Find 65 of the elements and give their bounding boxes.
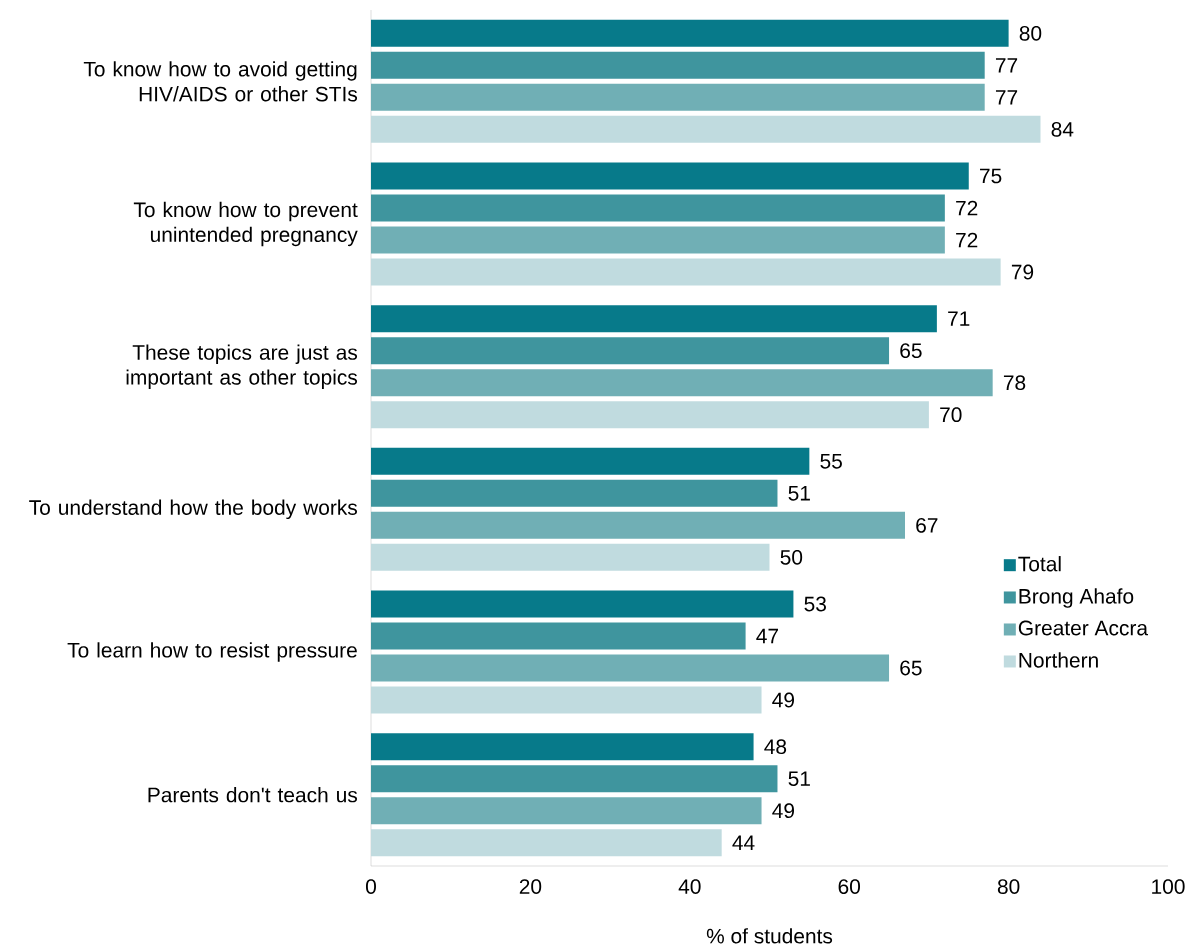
legend-label: Northern — [1019, 652, 1098, 668]
y-tick-label: To understand how the body works — [29, 499, 357, 520]
bar — [371, 829, 722, 857]
data-label: 77 — [995, 90, 1018, 105]
bar — [371, 194, 945, 222]
data-label: 80 — [1019, 25, 1042, 41]
data-label: 51 — [788, 486, 810, 501]
data-label: 70 — [940, 407, 962, 423]
x-tick-label: 80 — [997, 879, 1020, 894]
bar — [371, 543, 770, 571]
bar — [371, 369, 993, 397]
x-tick-label: 0 — [365, 879, 376, 894]
bar — [371, 686, 762, 714]
data-label: 48 — [764, 739, 787, 755]
bar — [371, 162, 969, 190]
legend-label: Greater Accra — [1018, 620, 1149, 636]
y-tick-label: Parents don't teach us — [148, 787, 358, 803]
bar — [371, 797, 762, 825]
x-tick-label: 100 — [1152, 879, 1185, 894]
legend-label: Brong Ahafo — [1019, 588, 1134, 608]
data-label: 65 — [900, 343, 922, 359]
legend-label: Total — [1018, 556, 1061, 572]
data-label: 47 — [756, 628, 778, 644]
y-tick-label: To learn how to resist pressure — [67, 642, 357, 662]
x-tick-label: 20 — [519, 879, 542, 894]
data-label: 77 — [995, 58, 1018, 73]
bar — [371, 622, 746, 650]
y-tick-label: These topics are just as important as other topics — [126, 344, 358, 389]
bar — [371, 590, 794, 618]
data-label: 79 — [1011, 264, 1034, 280]
y-tick-label: To know how to avoid getting HIV/AIDS or other STIs — [83, 61, 358, 102]
x-tick-label: 40 — [678, 879, 701, 894]
data-label: 50 — [780, 549, 803, 565]
data-label: 49 — [772, 692, 795, 708]
x-axis-title: % of students — [706, 928, 833, 944]
data-label: 44 — [732, 835, 755, 850]
data-label: 53 — [804, 596, 826, 612]
data-label: 75 — [980, 168, 1002, 184]
bar — [371, 83, 985, 111]
data-label: 65 — [900, 660, 922, 676]
data-label: 84 — [1051, 121, 1074, 137]
data-label: 71 — [948, 311, 970, 326]
bar — [371, 401, 929, 429]
data-label: 72 — [956, 200, 978, 216]
data-label: 51 — [788, 771, 810, 786]
bar — [371, 19, 1009, 47]
bar — [371, 258, 1001, 286]
data-label: 78 — [1003, 375, 1026, 391]
bar — [371, 511, 905, 539]
bar — [371, 447, 810, 475]
bar — [371, 733, 754, 761]
data-label: 49 — [772, 803, 795, 819]
bar — [371, 115, 1041, 143]
y-tick-label: To know how to prevent unintended pregnancy — [133, 201, 358, 247]
data-label: 67 — [916, 517, 938, 533]
x-tick-label: 60 — [838, 879, 861, 894]
bar — [371, 479, 778, 507]
data-label: 55 — [820, 454, 842, 469]
bar — [371, 337, 890, 365]
bar — [371, 654, 890, 682]
data-label: 72 — [956, 232, 978, 248]
bar — [371, 305, 937, 333]
bar — [371, 51, 985, 79]
bar — [371, 765, 778, 793]
bar — [371, 226, 945, 254]
